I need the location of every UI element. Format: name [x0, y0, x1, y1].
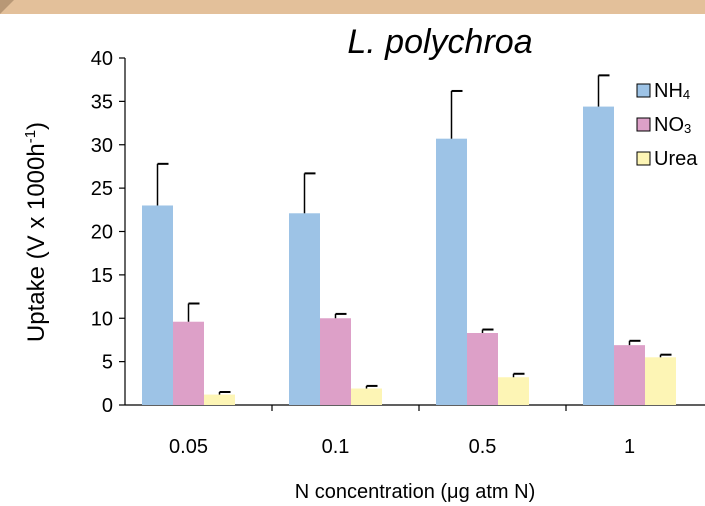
bar-Urea-0.1: [351, 388, 382, 405]
x-tick-label-0.5: 0.5: [469, 436, 497, 458]
legend-swatch-NH4: [636, 83, 651, 98]
y-tick-label-10: 10: [91, 308, 113, 330]
bar-NO3-1: [614, 345, 645, 405]
bar-Urea-0.5: [498, 377, 529, 405]
top-band-corner: [0, 0, 14, 14]
legend-label-main: Urea: [654, 148, 698, 170]
legend-label-NO3: NO3: [654, 114, 691, 136]
x-tick-label-0.05: 0.05: [169, 436, 208, 458]
legend-swatch-NO3: [636, 117, 651, 132]
top-decorative-band: [0, 0, 705, 14]
legend-label-NH4: NH4: [654, 80, 690, 102]
y-tick-label-35: 35: [91, 91, 113, 113]
x-tick-label-0.1: 0.1: [322, 436, 350, 458]
y-tick-label-5: 5: [102, 352, 113, 374]
y-tick-label-20: 20: [91, 222, 113, 244]
y-axis-label-close: ): [23, 122, 50, 130]
chart-title: L. polychroa: [347, 23, 532, 61]
bar-NH4-0.05: [142, 205, 173, 405]
legend-label-main: NO: [654, 114, 684, 136]
x-axis-label: N concentration (μg atm N): [295, 481, 536, 503]
bar-NH4-0.5: [436, 138, 467, 406]
y-tick-label-30: 30: [91, 135, 113, 157]
plot-area: 0 5 10 15 20 25 30 35 40 0.05 0.1 0.5 1: [91, 48, 705, 458]
y-tick-label-0: 0: [102, 395, 113, 417]
y-tick-label-25: 25: [91, 178, 113, 200]
legend: NH4 NO3 Urea: [636, 80, 698, 170]
legend-swatch-Urea: [636, 151, 651, 166]
legend-label-Urea: Urea: [654, 148, 698, 170]
y-axis-label-superscript: -1: [22, 130, 39, 143]
bar-NO3-0.05: [173, 321, 204, 405]
bar-Urea-1: [645, 357, 676, 405]
x-tick-label-1: 1: [624, 436, 635, 458]
bar-Urea-0.05: [204, 394, 235, 405]
y-axis-label: Uptake (V x 1000h-1): [22, 122, 50, 342]
y-tick-label-40: 40: [91, 48, 113, 70]
bar-NO3-0.5: [467, 332, 498, 405]
bar-NH4-0.1: [289, 213, 320, 405]
legend-label-subscript: 3: [684, 121, 691, 136]
bar-NH4-1: [583, 106, 614, 405]
legend-label-subscript: 4: [683, 87, 690, 102]
legend-label-main: NH: [654, 80, 683, 102]
y-axis-label-group: Uptake (V x 1000h-1): [22, 122, 50, 342]
bar-NO3-0.1: [320, 318, 351, 405]
y-tick-label-15: 15: [91, 265, 113, 287]
y-axis-label-main: Uptake (V x 1000h: [23, 143, 50, 342]
